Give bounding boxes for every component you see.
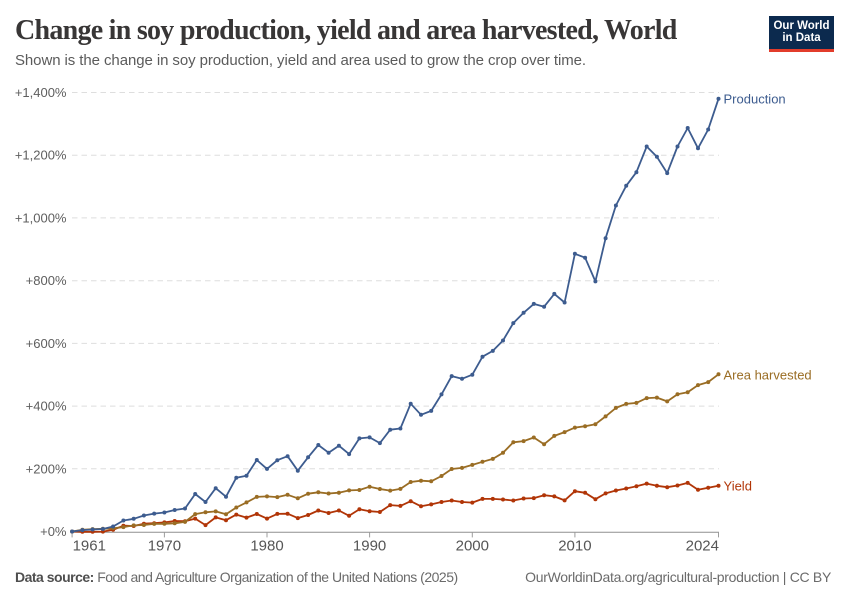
svg-text:Area harvested: Area harvested bbox=[724, 368, 812, 383]
svg-text:2024: 2024 bbox=[686, 538, 719, 555]
svg-text:1961: 1961 bbox=[73, 538, 106, 555]
svg-text:+1,200%: +1,200% bbox=[15, 148, 67, 163]
svg-text:+800%: +800% bbox=[26, 273, 67, 288]
svg-text:+400%: +400% bbox=[26, 399, 67, 414]
svg-text:+200%: +200% bbox=[26, 461, 67, 476]
svg-text:+1,400%: +1,400% bbox=[15, 85, 67, 100]
svg-text:+1,000%: +1,000% bbox=[15, 210, 67, 225]
svg-text:1970: 1970 bbox=[148, 538, 181, 555]
svg-text:+0%: +0% bbox=[40, 524, 67, 539]
svg-text:1980: 1980 bbox=[250, 538, 283, 555]
svg-text:2000: 2000 bbox=[456, 538, 489, 555]
svg-text:Yield: Yield bbox=[724, 479, 752, 494]
svg-text:+600%: +600% bbox=[26, 336, 67, 351]
svg-text:1990: 1990 bbox=[353, 538, 386, 555]
svg-text:Production: Production bbox=[724, 92, 786, 107]
svg-text:2010: 2010 bbox=[558, 538, 591, 555]
